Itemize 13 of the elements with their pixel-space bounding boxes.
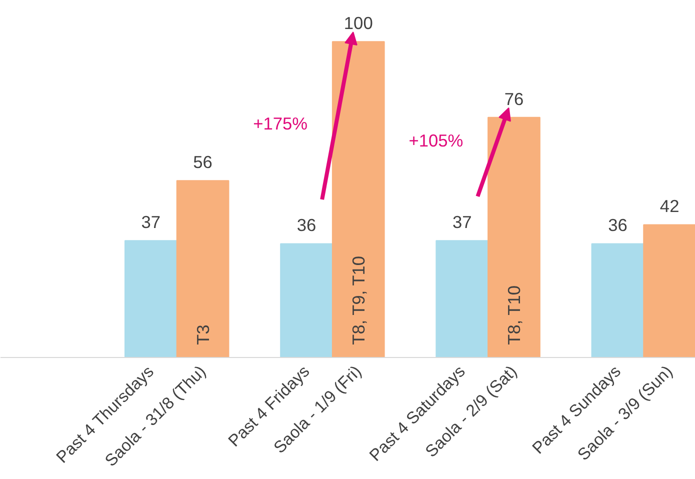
data-label: 42 (660, 196, 680, 216)
annotation: +105% (408, 130, 464, 150)
data-label: 37 (452, 212, 472, 232)
data-label: 36 (608, 215, 628, 236)
data-label: 36 (296, 215, 316, 236)
annotation: +175% (253, 114, 308, 134)
annotation: T3 (192, 324, 213, 345)
data-label: 100 (344, 12, 373, 33)
data-label: 76 (504, 88, 524, 109)
data-label: 56 (193, 152, 212, 172)
annotation: T8, T9, T10 (348, 256, 368, 345)
data-label: 37 (141, 212, 161, 232)
annotation: T8, T10 (504, 285, 524, 345)
